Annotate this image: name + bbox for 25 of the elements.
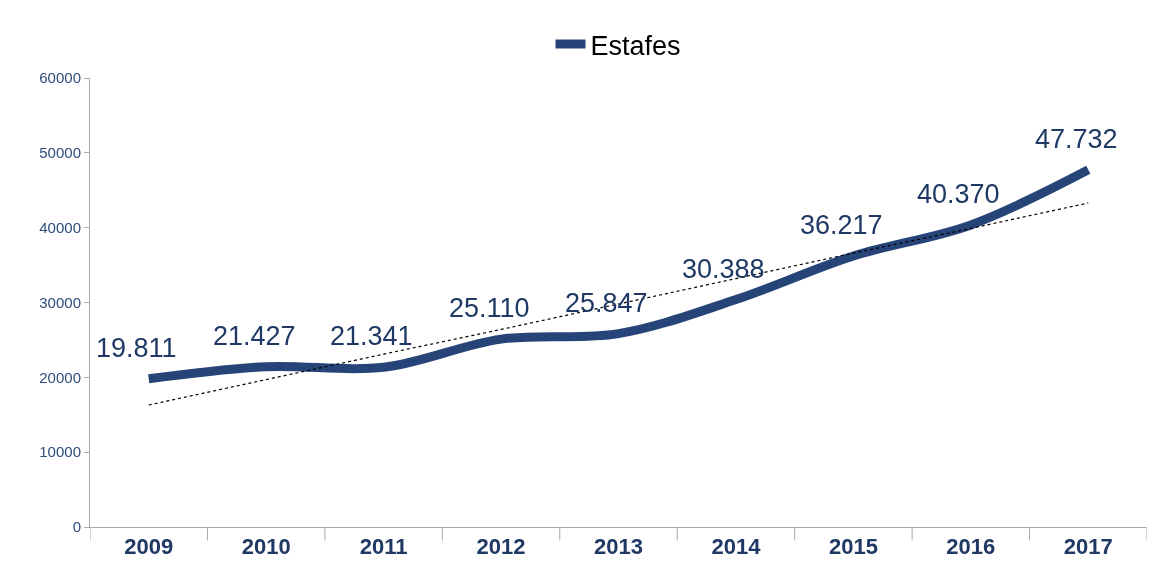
data-label: 40.370 <box>917 179 1000 209</box>
legend-label: Estafes <box>590 30 681 61</box>
x-tick-label: 2009 <box>124 534 174 560</box>
x-tick-label: 2014 <box>711 534 762 560</box>
y-tick-label: 50000 <box>39 144 81 162</box>
data-label: 36.217 <box>800 210 883 240</box>
x-tick-label: 2015 <box>828 534 878 560</box>
data-label: 21.427 <box>213 321 296 351</box>
y-tick-label: 30000 <box>39 293 81 311</box>
y-tick-label: 0 <box>72 518 81 536</box>
y-tick-label: 20000 <box>39 368 81 386</box>
y-tick-label: 60000 <box>39 69 81 87</box>
x-tick-label: 2011 <box>359 534 408 560</box>
data-label: 30.388 <box>682 254 765 284</box>
y-tick-label: 10000 <box>39 443 81 461</box>
x-tick-label: 2013 <box>594 534 643 560</box>
y-tick-label: 40000 <box>39 218 81 236</box>
data-label: 19.811 <box>96 333 177 363</box>
data-label: 25.110 <box>449 293 530 323</box>
x-tick-label: 2017 <box>1063 534 1113 560</box>
x-tick-label: 2012 <box>476 534 526 560</box>
data-label: 21.341 <box>330 321 413 351</box>
x-tick-label: 2010 <box>241 534 291 560</box>
x-tick-label: 2016 <box>946 534 996 560</box>
data-label: 47.732 <box>1035 124 1118 154</box>
